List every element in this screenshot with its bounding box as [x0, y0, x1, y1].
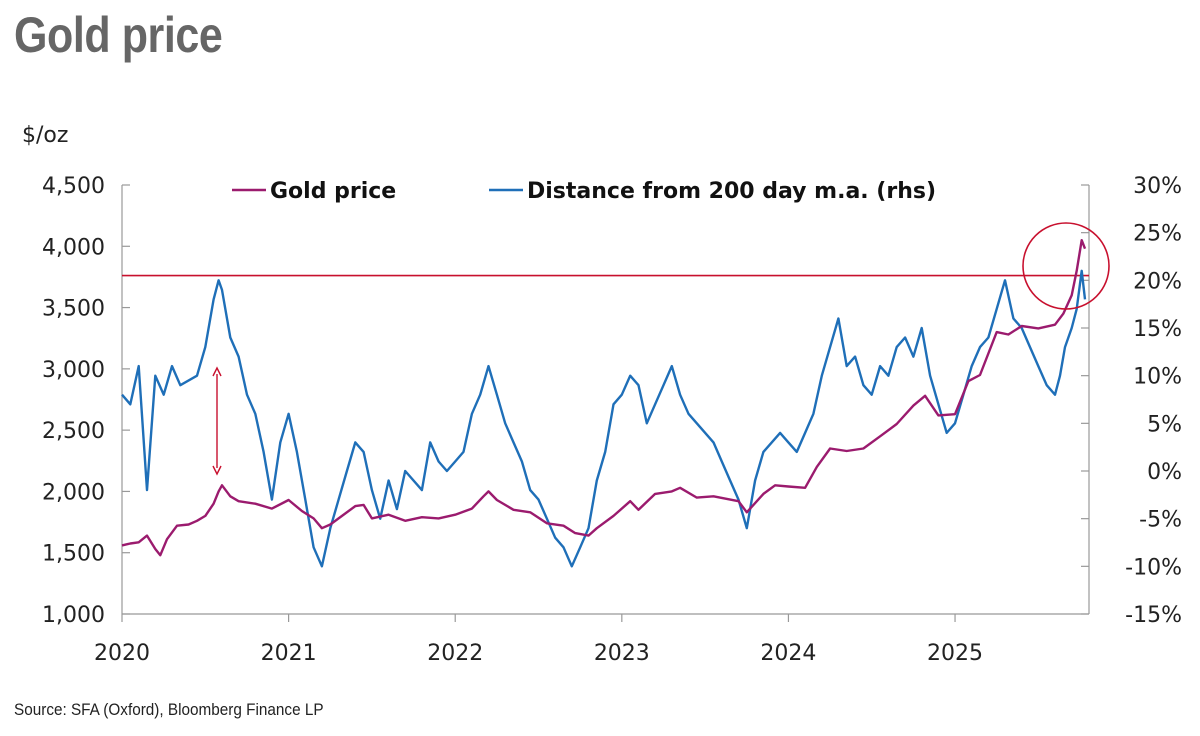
left-tick-label: 1,500: [42, 542, 105, 567]
distance-line: [121, 269, 1087, 568]
left-axis-ticks: 1,000 1,500 2,000 2,500 3,000 3,500 4,000 4,500: [42, 174, 130, 628]
right-tick-label: -15%: [1125, 603, 1182, 628]
left-axis-unit: $/oz: [22, 123, 68, 148]
left-tick-label: 1,000: [42, 603, 105, 628]
right-tick-label: 0%: [1147, 460, 1182, 485]
highlight-circle: [1022, 222, 1110, 310]
right-tick-label: 5%: [1147, 412, 1182, 437]
x-tick-label: 2024: [760, 641, 816, 666]
x-tick-label: 2023: [594, 641, 650, 666]
left-tick-label: 4,000: [42, 235, 105, 260]
series-lines: [121, 239, 1087, 568]
gold-price-line: [121, 239, 1087, 557]
legend-gold-price-label: Gold price: [270, 179, 396, 204]
right-tick-label: 20%: [1133, 269, 1182, 294]
x-tick-label: 2020: [94, 641, 150, 666]
right-axis-ticks: -15% -10% -5% 0% 5% 10% 15% 20% 25% 30%: [1081, 174, 1182, 628]
legend: Gold price Distance from 200 day m.a. (rh…: [232, 179, 936, 204]
chart-title: Gold price: [14, 7, 223, 63]
right-tick-label: -10%: [1125, 555, 1182, 580]
right-tick-label: 10%: [1133, 365, 1182, 390]
right-tick-label: -5%: [1139, 508, 1182, 533]
right-tick-label: 30%: [1133, 174, 1182, 199]
source-note: Source: SFA (Oxford), Bloomberg Finance …: [14, 700, 324, 719]
annotations: [212, 222, 1110, 476]
left-tick-label: 3,000: [42, 358, 105, 383]
left-tick-label: 2,000: [42, 480, 105, 505]
x-tick-label: 2025: [927, 641, 983, 666]
right-tick-label: 15%: [1133, 317, 1182, 342]
arrow-head-top: [212, 366, 222, 377]
left-tick-label: 2,500: [42, 419, 105, 444]
left-tick-label: 3,500: [42, 297, 105, 322]
x-tick-label: 2022: [427, 641, 483, 666]
left-tick-label: 4,500: [42, 174, 105, 199]
axes: [121, 185, 1090, 615]
x-axis-ticks: 2020 2021 2022 2023 2024 2025: [94, 614, 983, 666]
arrow-head-bottom: [212, 465, 222, 476]
legend-distance-label: Distance from 200 day m.a. (rhs): [527, 179, 936, 204]
x-tick-label: 2021: [261, 641, 317, 666]
right-tick-label: 25%: [1133, 222, 1182, 247]
